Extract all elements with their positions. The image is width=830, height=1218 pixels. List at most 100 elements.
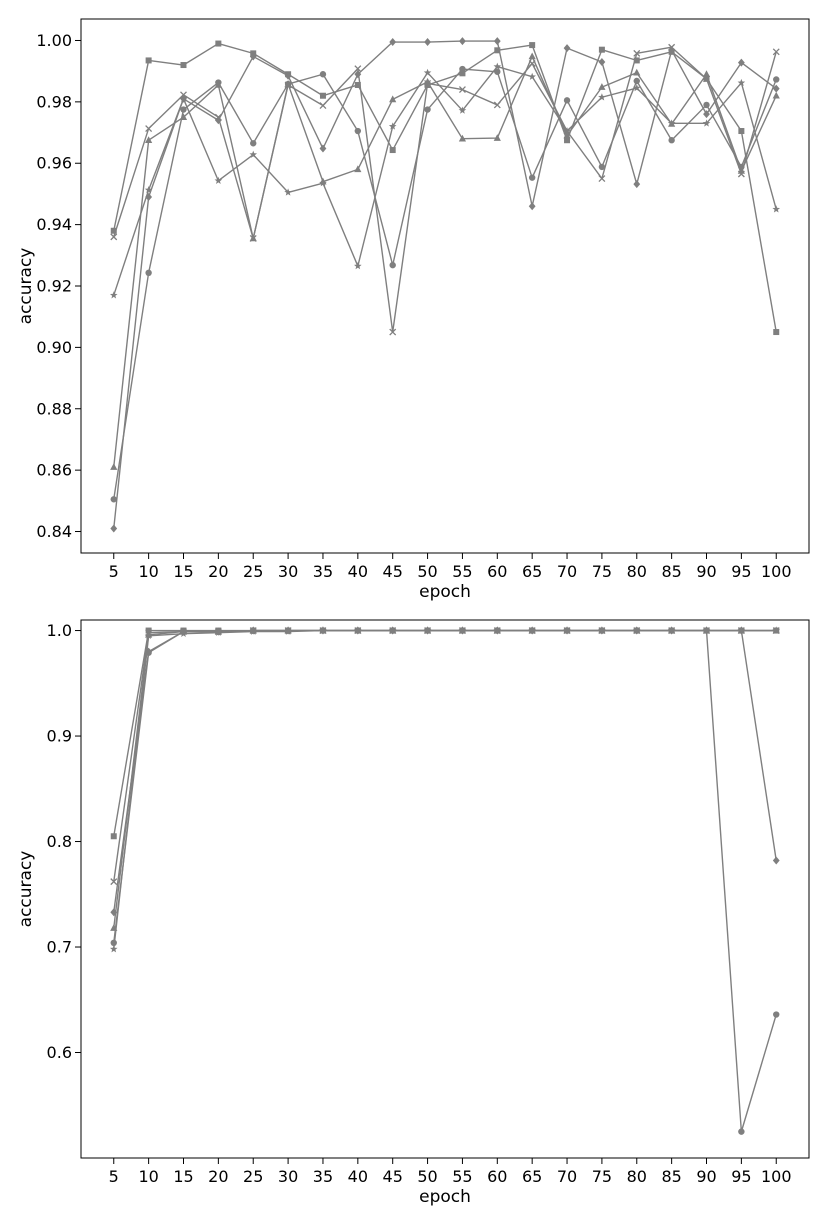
series-6 bbox=[109, 62, 781, 299]
series-5-point-7 bbox=[319, 102, 327, 110]
series-6-point-13 bbox=[528, 626, 536, 634]
x-tick-label: 70 bbox=[557, 562, 577, 581]
x-tick-label: 60 bbox=[487, 562, 507, 581]
series-3-point-1 bbox=[110, 496, 117, 503]
y-tick-label: 0.84 bbox=[36, 522, 72, 541]
series-1-point-11 bbox=[459, 70, 466, 77]
series-2-point-6 bbox=[284, 71, 292, 80]
series-3-point-15 bbox=[598, 163, 606, 171]
series-3-point-11 bbox=[459, 65, 466, 73]
series-6-point-14 bbox=[563, 626, 571, 634]
series-group bbox=[109, 37, 781, 533]
series-1-point-16 bbox=[633, 57, 640, 64]
x-tick-label: 65 bbox=[522, 1167, 542, 1186]
series-6-point-14 bbox=[563, 127, 571, 135]
series-6-point-5 bbox=[249, 150, 258, 158]
series-4-point-18 bbox=[702, 70, 711, 78]
series-3-point-16 bbox=[633, 77, 640, 85]
series-5-point-1 bbox=[110, 233, 118, 241]
series-4-point-8 bbox=[354, 165, 362, 173]
series-1-point-19 bbox=[738, 128, 745, 135]
series-5-point-10 bbox=[424, 79, 432, 87]
series-6-line bbox=[113, 65, 777, 296]
series-2-point-15 bbox=[598, 57, 606, 66]
series-5-point-12 bbox=[493, 101, 501, 109]
series-3-point-2 bbox=[145, 269, 152, 277]
series-6-point-7 bbox=[319, 626, 327, 634]
series-3-point-5 bbox=[250, 140, 257, 147]
series-3-point-8 bbox=[354, 127, 362, 135]
series-4-line bbox=[113, 55, 777, 468]
y-tick-label: 0.92 bbox=[36, 277, 72, 296]
series-2-point-11 bbox=[459, 37, 466, 46]
series-4-point-6 bbox=[284, 80, 292, 87]
x-tick-label: 55 bbox=[452, 562, 472, 581]
series-5-point-20 bbox=[773, 1011, 780, 1018]
series-3-point-1 bbox=[110, 908, 118, 917]
x-axis-label: epoch bbox=[419, 1187, 471, 1207]
series-1-point-7 bbox=[319, 92, 326, 99]
x-tick-label: 40 bbox=[348, 562, 368, 581]
series-5-point-6 bbox=[284, 81, 292, 89]
series-6-point-8 bbox=[354, 626, 362, 634]
x-tick-label: 80 bbox=[627, 1167, 647, 1186]
y-tick-label: 0.86 bbox=[36, 461, 72, 480]
series-5-point-2 bbox=[145, 125, 153, 133]
series-6-point-17 bbox=[667, 119, 676, 127]
series-6-point-16 bbox=[632, 84, 641, 92]
series-6-point-2 bbox=[144, 185, 153, 194]
series-3-point-9 bbox=[389, 261, 396, 269]
series-1-point-4 bbox=[215, 40, 222, 47]
y-tick-label: 0.98 bbox=[36, 92, 72, 111]
x-tick-label: 75 bbox=[592, 1167, 612, 1186]
series-4-point-12 bbox=[493, 134, 501, 141]
x-tick-label: 95 bbox=[731, 1167, 751, 1186]
x-tick-label: 50 bbox=[417, 1167, 437, 1186]
series-3-point-17 bbox=[668, 137, 675, 144]
series-1-point-12 bbox=[494, 47, 501, 54]
x-tick-label: 85 bbox=[661, 1167, 681, 1186]
y-tick-label: 0.6 bbox=[47, 1043, 72, 1062]
series-2-point-7 bbox=[319, 144, 327, 153]
series-2-point-13 bbox=[528, 202, 536, 211]
x-tick-label: 5 bbox=[109, 1167, 119, 1186]
series-1-point-3 bbox=[180, 62, 187, 69]
x-tick-label: 50 bbox=[417, 562, 437, 581]
series-6-point-19 bbox=[737, 78, 746, 87]
series-1-point-13 bbox=[529, 42, 536, 49]
series-2-point-14 bbox=[563, 44, 571, 53]
series-5-point-4 bbox=[214, 113, 222, 121]
series-6-point-20 bbox=[772, 205, 781, 213]
series-2-point-18 bbox=[703, 110, 710, 119]
series-2-point-16 bbox=[633, 180, 641, 189]
series-6-point-4 bbox=[214, 176, 223, 184]
series-6-point-11 bbox=[458, 106, 467, 114]
y-axis-label: accuracy bbox=[16, 851, 36, 928]
x-tick-label: 10 bbox=[138, 1167, 158, 1186]
y-axis: 0.6 0.7 0.8 0.9 1.0 bbox=[47, 621, 81, 1062]
series-4-point-3 bbox=[179, 113, 188, 121]
series-6-point-6 bbox=[284, 188, 292, 196]
x-tick-label: 25 bbox=[243, 562, 263, 581]
series-5-point-8 bbox=[354, 65, 362, 73]
series-2-point-12 bbox=[493, 37, 501, 46]
series-1-point-1 bbox=[110, 227, 117, 234]
series-6-point-18 bbox=[702, 626, 711, 634]
series-1-point-14 bbox=[564, 137, 571, 144]
series-4-point-20 bbox=[772, 91, 780, 99]
series-6-point-17 bbox=[667, 626, 676, 634]
series-6-point-3 bbox=[179, 629, 188, 637]
x-tick-label: 5 bbox=[109, 562, 119, 581]
series-1-point-2 bbox=[145, 57, 152, 64]
x-tick-label: 45 bbox=[383, 562, 403, 581]
series-3-point-14 bbox=[563, 97, 571, 104]
y-axis: 0.84 0.86 0.88 0.90 0.92 0.94 0.96 0.98 1.00 bbox=[36, 31, 81, 541]
series-group bbox=[109, 626, 781, 1135]
y-axis-label: accuracy bbox=[16, 248, 36, 325]
x-tick-label: 90 bbox=[696, 1167, 716, 1186]
series-6-point-12 bbox=[493, 626, 502, 634]
series-4-point-11 bbox=[458, 134, 467, 142]
x-tick-label: 70 bbox=[557, 1167, 577, 1186]
series-6 bbox=[109, 626, 781, 953]
